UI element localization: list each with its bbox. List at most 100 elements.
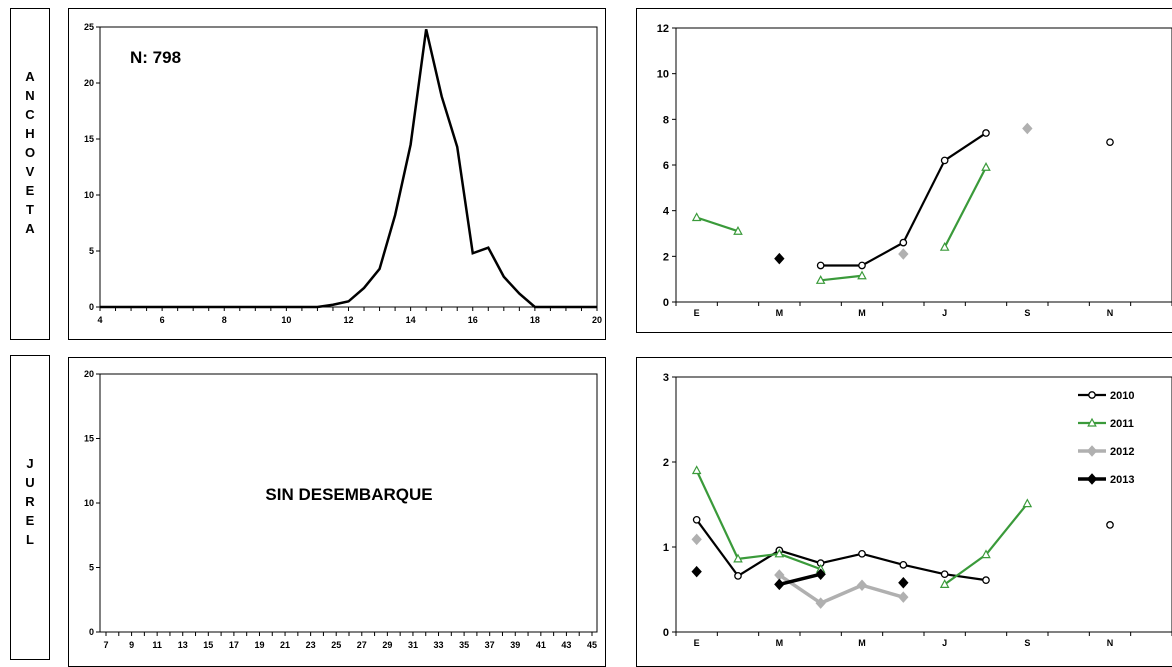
jurel-letter: E [25, 513, 35, 528]
series-line-segment [695, 519, 739, 577]
data-point [691, 465, 702, 475]
y-tick-label-2: 15 [84, 434, 94, 444]
x-tick-label-2: 35 [459, 640, 469, 650]
series-line-segment [944, 553, 987, 586]
series-line-segment [861, 583, 904, 599]
data-point [691, 533, 702, 546]
month-label-3: M [776, 638, 784, 648]
y-tick-label-3: 0 [663, 627, 669, 639]
month-label-1: S [1024, 308, 1030, 318]
anchoveta-letter: A [25, 69, 35, 84]
y-tick-label-1: 2 [663, 251, 669, 263]
data-point [857, 270, 867, 280]
data-point [774, 578, 785, 591]
legend-label: 2013 [1110, 474, 1134, 486]
y-tick-label-2: 5 [89, 563, 94, 573]
month-label-1: M [858, 308, 866, 318]
x-tick-label-2: 37 [485, 640, 495, 650]
no-landings-label: SIN DESEMBARQUE [265, 485, 432, 504]
legend-label: 2011 [1110, 418, 1134, 430]
x-tick-label-2: 45 [587, 640, 597, 650]
x-tick-label-2: 13 [178, 640, 188, 650]
y-tick-label-2: 10 [84, 498, 94, 508]
x-tick-label-2: 27 [357, 640, 367, 650]
data-point [940, 570, 949, 579]
anchoveta-letter: C [25, 107, 35, 122]
x-tick-label-2: 7 [103, 640, 108, 650]
x-tick-label-0: 10 [281, 315, 291, 325]
x-tick-label-0: 18 [530, 315, 540, 325]
y-tick-label-1: 12 [657, 23, 669, 35]
jurel-letter: L [26, 532, 34, 547]
series-2010 [692, 515, 1114, 585]
series-line-segment [944, 573, 987, 582]
data-point [940, 156, 949, 165]
month-label-3: J [942, 638, 947, 648]
data-point [899, 560, 908, 569]
x-tick-label-0: 6 [160, 315, 165, 325]
y-tick-label-1: 10 [657, 69, 669, 81]
y-tick-label-0: 5 [89, 246, 94, 256]
series-2011 [691, 465, 1033, 589]
y-tick-label-0: 25 [84, 22, 94, 32]
month-label-1: M [776, 308, 784, 318]
anchoveta-letter: T [26, 202, 34, 217]
series-3 [774, 252, 785, 265]
length-distribution-line [100, 28, 597, 309]
data-point [1022, 122, 1033, 135]
plot-area-3 [675, 376, 1172, 633]
x-tick-label-2: 43 [561, 640, 571, 650]
anchoveta-monthly-frame [636, 8, 1172, 333]
month-label-1: N [1107, 308, 1114, 318]
month-label-3: E [694, 638, 700, 648]
data-point [982, 576, 990, 585]
series-line-segment [861, 552, 904, 566]
y-tick-label-1: 8 [663, 114, 669, 126]
x-tick-label-2: 9 [129, 640, 134, 650]
legend-marker [1086, 473, 1098, 485]
legend-marker [1088, 391, 1096, 399]
data-point [733, 553, 743, 563]
series-line-segment [903, 563, 945, 576]
y-tick-label-3: 2 [663, 457, 669, 469]
data-point [1106, 521, 1114, 529]
data-point [815, 568, 826, 580]
series-line-segment [778, 573, 822, 605]
series-line-segment [696, 216, 739, 233]
y-tick-label-1: 0 [663, 297, 669, 309]
data-point [858, 549, 866, 558]
anchoveta-letter: N [25, 88, 35, 103]
month-label-1: E [694, 308, 700, 318]
x-tick-label-2: 29 [382, 640, 392, 650]
x-tick-label-2: 39 [510, 640, 520, 650]
x-tick-label-2: 19 [254, 640, 264, 650]
x-tick-label-2: 33 [434, 640, 444, 650]
x-tick-label-2: 25 [331, 640, 341, 650]
data-point [734, 572, 742, 580]
y-tick-label-0: 10 [84, 190, 94, 200]
jurel-letter: U [25, 475, 35, 490]
month-label-1: J [942, 308, 947, 318]
legend-label: 2010 [1110, 390, 1134, 402]
data-point [774, 252, 785, 265]
x-tick-label-2: 41 [536, 640, 546, 650]
data-point [692, 515, 701, 524]
y-tick-label-3: 3 [663, 372, 669, 384]
y-tick-label-3: 1 [663, 542, 669, 554]
data-point [815, 275, 826, 284]
series-line-segment [985, 502, 1029, 556]
jurel-letter: R [25, 494, 35, 509]
data-point [816, 261, 825, 270]
anchoveta-letter: O [24, 145, 36, 160]
x-tick-label-0: 8 [222, 315, 227, 325]
x-tick-label-0: 14 [406, 315, 416, 325]
y-tick-label-0: 20 [84, 78, 94, 88]
series-line-segment [861, 241, 904, 267]
series-0 [816, 129, 1114, 270]
data-point [939, 241, 950, 251]
data-point [774, 548, 785, 558]
y-tick-label-0: 0 [89, 302, 94, 312]
series-2013 [691, 565, 909, 591]
data-point [856, 579, 868, 591]
